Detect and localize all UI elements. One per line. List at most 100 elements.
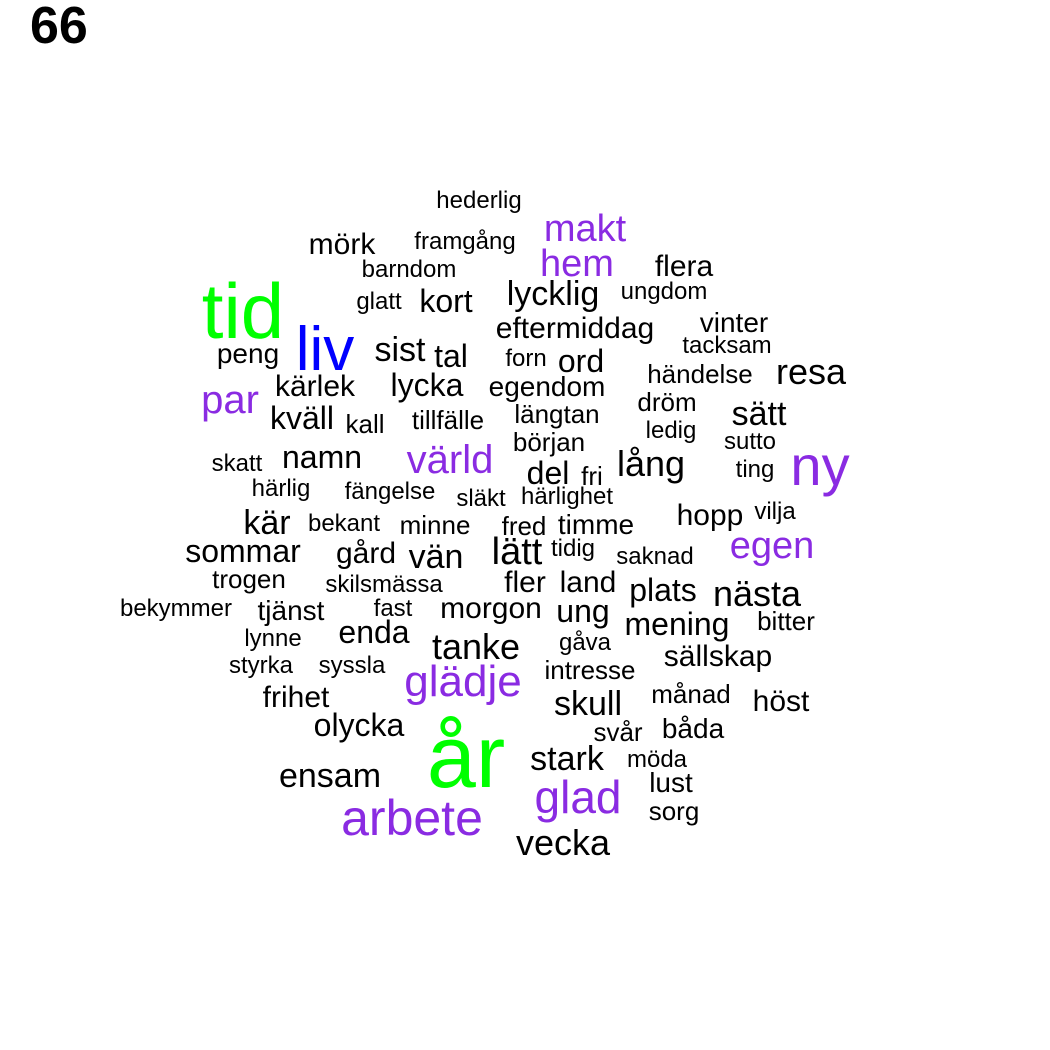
cloud-word: sätt	[731, 395, 787, 433]
cloud-word: värld	[406, 438, 494, 482]
cloud-word: framgång	[414, 228, 516, 255]
page-number: 66	[30, 0, 88, 55]
cloud-word: stark	[530, 740, 604, 778]
cloud-word: resa	[775, 351, 847, 392]
cloud-word: fängelse	[344, 478, 436, 505]
cloud-word: styrka	[228, 652, 294, 679]
cloud-word: ensam	[278, 757, 382, 795]
cloud-word: vecka	[515, 822, 611, 863]
cloud-word: tacksam	[682, 332, 772, 359]
cloud-word: ord	[557, 343, 605, 379]
cloud-word: timme	[557, 509, 635, 540]
cloud-word: skull	[553, 685, 623, 723]
cloud-word: gård	[335, 537, 397, 570]
cloud-word: hopp	[676, 499, 744, 532]
cloud-word: liv	[295, 315, 355, 384]
cloud-word: sommar	[185, 533, 301, 569]
cloud-word: händelse	[647, 359, 753, 389]
cloud-word: vän	[408, 538, 464, 576]
cloud-word: eftermiddag	[495, 312, 655, 345]
cloud-word: släkt	[456, 485, 506, 512]
cloud-word: längtan	[514, 399, 600, 429]
cloud-word: bekymmer	[119, 595, 233, 622]
cloud-word: sällskap	[663, 640, 773, 673]
cloud-word: båda	[661, 713, 725, 744]
cloud-word: kort	[419, 283, 473, 319]
cloud-word: plats	[629, 572, 697, 608]
cloud-word: sorg	[648, 796, 700, 826]
cloud-word: kväll	[269, 400, 335, 436]
cloud-word: gåva	[558, 629, 612, 656]
cloud-word: ung	[556, 593, 610, 629]
cloud-word: del	[526, 455, 570, 491]
cloud-word: intresse	[544, 655, 636, 685]
cloud-word: möda	[626, 746, 688, 773]
cloud-word: kall	[345, 409, 385, 439]
cloud-word: tjänst	[257, 595, 325, 626]
cloud-word: hem	[540, 243, 614, 285]
cloud-word: syssla	[318, 652, 386, 679]
cloud-word: höst	[752, 685, 810, 718]
cloud-word: glad	[534, 771, 622, 823]
cloud-word: hederlig	[436, 187, 522, 214]
cloud-word: lust	[649, 767, 693, 798]
cloud-word: glatt	[356, 288, 402, 315]
cloud-word: fler	[504, 566, 546, 599]
cloud-word: glädje	[404, 657, 522, 706]
cloud-word: sist	[374, 331, 426, 369]
cloud-word: barndom	[361, 256, 457, 283]
cloud-word: par	[201, 378, 259, 422]
cloud-word: lång	[616, 443, 686, 484]
cloud-word: början	[512, 427, 586, 457]
cloud-word: härlig	[251, 475, 311, 502]
cloud-word: egendom	[488, 371, 606, 402]
cloud-word: trogen	[212, 564, 286, 594]
cloud-word: tillfälle	[411, 405, 485, 435]
cloud-word: nästa	[712, 573, 802, 614]
cloud-word: mörk	[308, 228, 376, 261]
cloud-word: minne	[399, 510, 471, 540]
cloud-word: tid	[201, 267, 285, 355]
cloud-word: flera	[654, 250, 714, 283]
cloud-word: kär	[243, 504, 291, 542]
cloud-word: makt	[543, 208, 627, 250]
cloud-word: lynne	[244, 625, 302, 652]
cloud-word: arbete	[341, 790, 483, 846]
cloud-word: tanke	[431, 626, 521, 667]
cloud-word: skatt	[211, 450, 263, 477]
cloud-word: ungdom	[620, 278, 708, 305]
cloud-word: mening	[624, 606, 730, 642]
cloud-word: dröm	[637, 387, 697, 417]
cloud-word: bitter	[757, 606, 815, 636]
cloud-word: namn	[281, 439, 363, 475]
cloud-word: olycka	[313, 707, 405, 743]
cloud-word: fri	[581, 461, 603, 491]
cloud-word: fast	[373, 595, 413, 622]
cloud-word: ledig	[645, 417, 697, 444]
cloud-word: sutto	[723, 428, 777, 455]
cloud-word: ting	[735, 456, 775, 483]
cloud-word: kärlek	[274, 370, 356, 403]
cloud-word: tidig	[550, 535, 596, 562]
cloud-word: morgon	[440, 592, 542, 625]
cloud-word: land	[559, 566, 617, 599]
cloud-word: ny	[790, 434, 850, 497]
cloud-word: fred	[501, 511, 547, 541]
cloud-word: svår	[593, 717, 643, 747]
cloud-word: forn	[505, 345, 547, 372]
cloud-word: lycklig	[506, 275, 600, 313]
cloud-word: skilsmässa	[325, 571, 443, 598]
cloud-word: lycka	[390, 367, 464, 403]
cloud-word: peng	[216, 338, 280, 369]
cloud-word: år	[426, 707, 506, 806]
cloud-word: månad	[651, 679, 731, 709]
cloud-word: lätt	[491, 531, 543, 573]
cloud-word: tal	[434, 338, 468, 374]
cloud-word: vilja	[754, 498, 796, 525]
cloud-word: härlighet	[520, 483, 614, 510]
cloud-word: vinter	[699, 307, 769, 338]
cloud-word: enda	[338, 614, 410, 650]
cloud-word: frihet	[262, 681, 330, 714]
cloud-word: egen	[729, 525, 815, 567]
cloud-word: bekant	[307, 510, 381, 537]
